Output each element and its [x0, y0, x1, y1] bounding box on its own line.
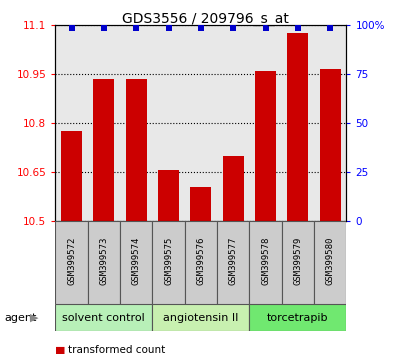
- Bar: [152, 221, 184, 304]
- Point: [100, 25, 107, 31]
- Bar: [313, 221, 346, 304]
- Bar: [126, 79, 146, 221]
- Bar: [120, 221, 152, 304]
- Text: GSM399572: GSM399572: [67, 237, 76, 285]
- Bar: [249, 304, 346, 331]
- Text: GSM399578: GSM399578: [261, 237, 270, 285]
- Bar: [319, 69, 340, 221]
- Point: [326, 25, 333, 31]
- Bar: [190, 187, 211, 221]
- Text: angiotensin II: angiotensin II: [163, 313, 238, 323]
- Bar: [216, 221, 249, 304]
- Text: GSM399576: GSM399576: [196, 237, 205, 285]
- Bar: [287, 33, 308, 221]
- Text: ▶: ▶: [29, 313, 38, 323]
- Bar: [88, 221, 120, 304]
- Bar: [254, 71, 275, 221]
- Point: [229, 25, 236, 31]
- Text: GSM399580: GSM399580: [325, 237, 334, 285]
- Text: transformed count: transformed count: [67, 346, 164, 354]
- Bar: [157, 171, 179, 221]
- Text: GSM399575: GSM399575: [164, 237, 173, 285]
- Bar: [93, 79, 114, 221]
- Bar: [249, 221, 281, 304]
- Text: solvent control: solvent control: [62, 313, 145, 323]
- Text: agent: agent: [4, 313, 36, 323]
- Text: torcetrapib: torcetrapib: [267, 313, 328, 323]
- Point: [165, 25, 171, 31]
- Bar: [55, 304, 152, 331]
- Text: GSM399573: GSM399573: [99, 237, 108, 285]
- Point: [197, 25, 204, 31]
- Bar: [222, 156, 243, 221]
- Text: GSM399577: GSM399577: [228, 237, 237, 285]
- Bar: [55, 221, 88, 304]
- Point: [68, 25, 74, 31]
- Point: [133, 25, 139, 31]
- Text: ■: ■: [55, 346, 66, 354]
- Bar: [184, 221, 216, 304]
- Bar: [152, 304, 249, 331]
- Text: GSM399579: GSM399579: [293, 237, 302, 285]
- Bar: [281, 221, 313, 304]
- Text: GDS3556 / 209796_s_at: GDS3556 / 209796_s_at: [121, 12, 288, 27]
- Point: [294, 25, 301, 31]
- Bar: [61, 131, 82, 221]
- Text: GSM399574: GSM399574: [131, 237, 140, 285]
- Point: [262, 25, 268, 31]
